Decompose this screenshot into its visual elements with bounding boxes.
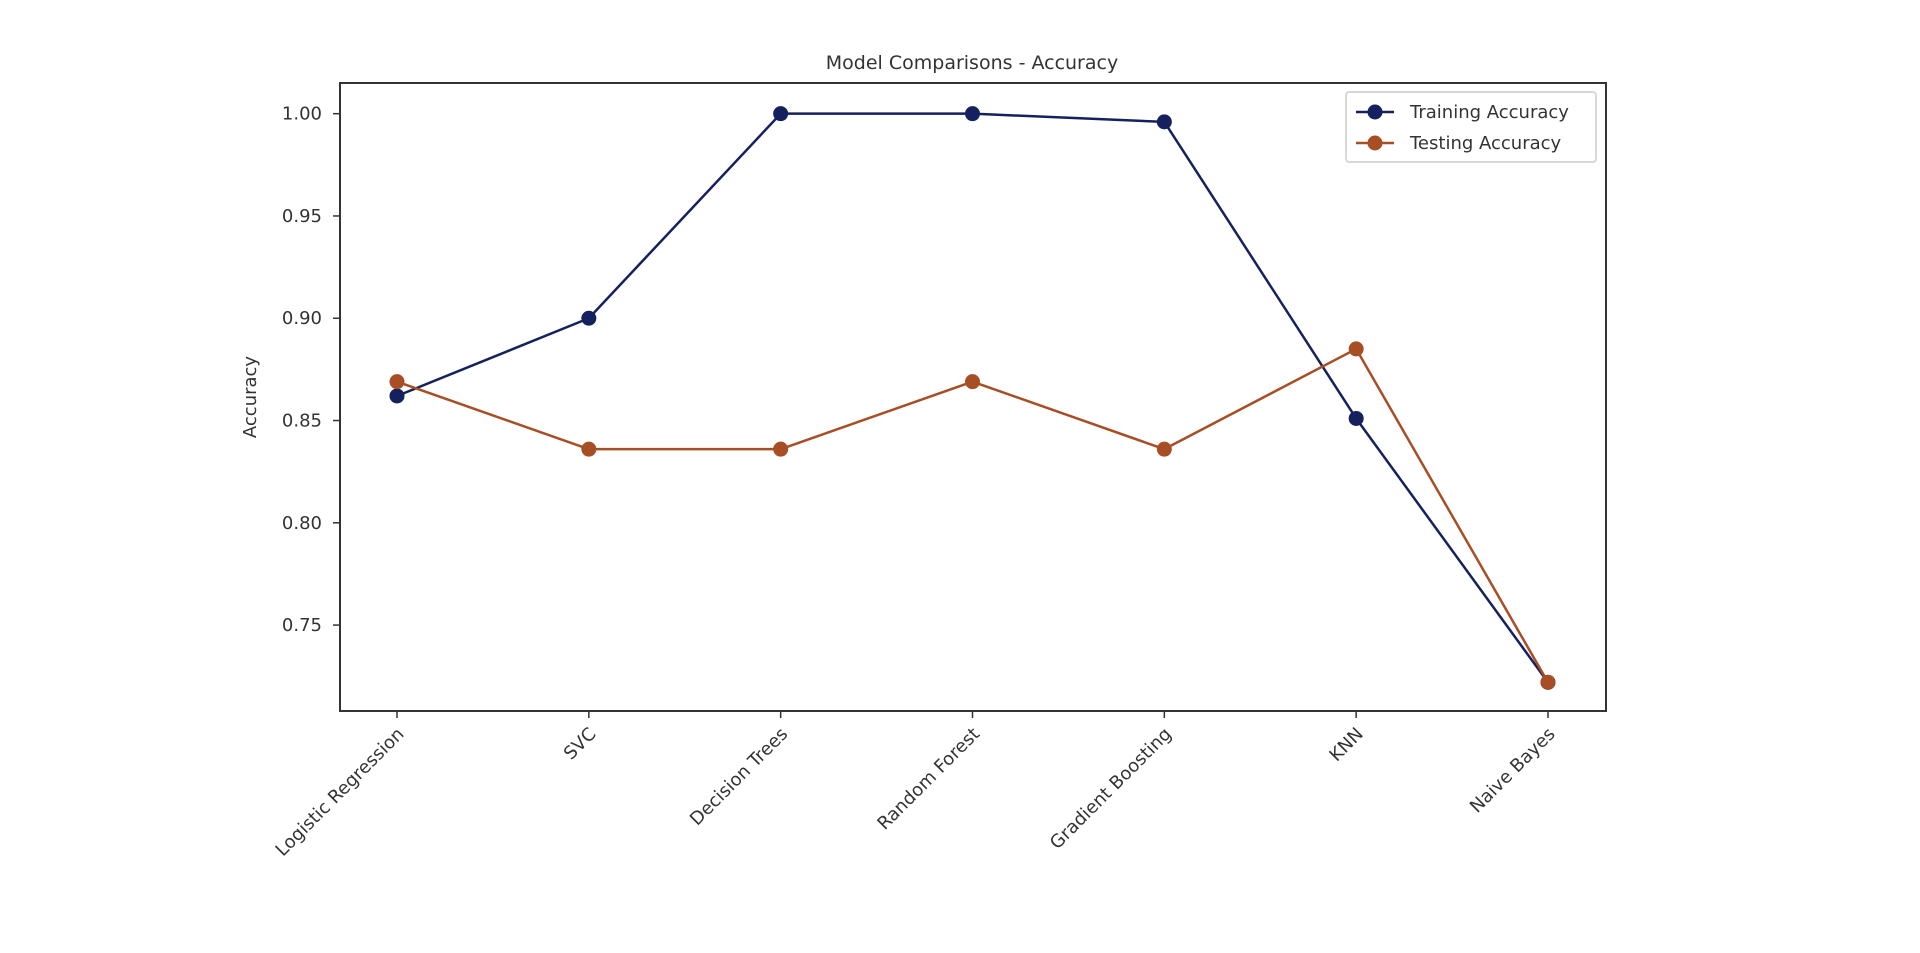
data-point (965, 106, 980, 122)
chart-title: Model Comparisons - Accuracy (826, 52, 1118, 74)
data-point (389, 388, 405, 404)
y-tick-label: 0.95 (282, 206, 322, 227)
data-point (773, 441, 789, 457)
data-point (773, 106, 789, 122)
data-point (581, 310, 597, 326)
legend-label: Testing Accuracy (1409, 133, 1562, 154)
series-layer (389, 106, 1556, 690)
data-point (965, 374, 980, 390)
data-point (1156, 114, 1172, 130)
legend-items: Training Accuracy Testing Accuracy (1356, 102, 1569, 154)
y-tick-label: 1.00 (282, 104, 322, 125)
data-point (1348, 410, 1364, 426)
plot-frame (339, 82, 1607, 712)
y-axis-ticks: 0.75 0.80 0.85 0.90 0.95 1.00 (282, 104, 340, 636)
y-tick-label: 0.85 (282, 411, 322, 432)
data-point (389, 374, 405, 390)
legend-marker (1367, 135, 1383, 151)
legend-box (1345, 91, 1597, 163)
legend: Training Accuracy Testing Accuracy (1345, 91, 1597, 163)
data-point (1540, 674, 1556, 690)
series-testing (389, 341, 1556, 690)
y-tick-label: 0.80 (282, 513, 322, 534)
data-point (581, 441, 597, 457)
legend-marker (1367, 104, 1383, 120)
y-axis-title: Accuracy (240, 356, 261, 439)
y-tick-label: 0.75 (282, 615, 322, 636)
legend-label: Training Accuracy (1409, 102, 1569, 123)
y-tick-label: 0.90 (282, 308, 322, 329)
data-point (1348, 341, 1364, 357)
data-point (1156, 441, 1172, 457)
